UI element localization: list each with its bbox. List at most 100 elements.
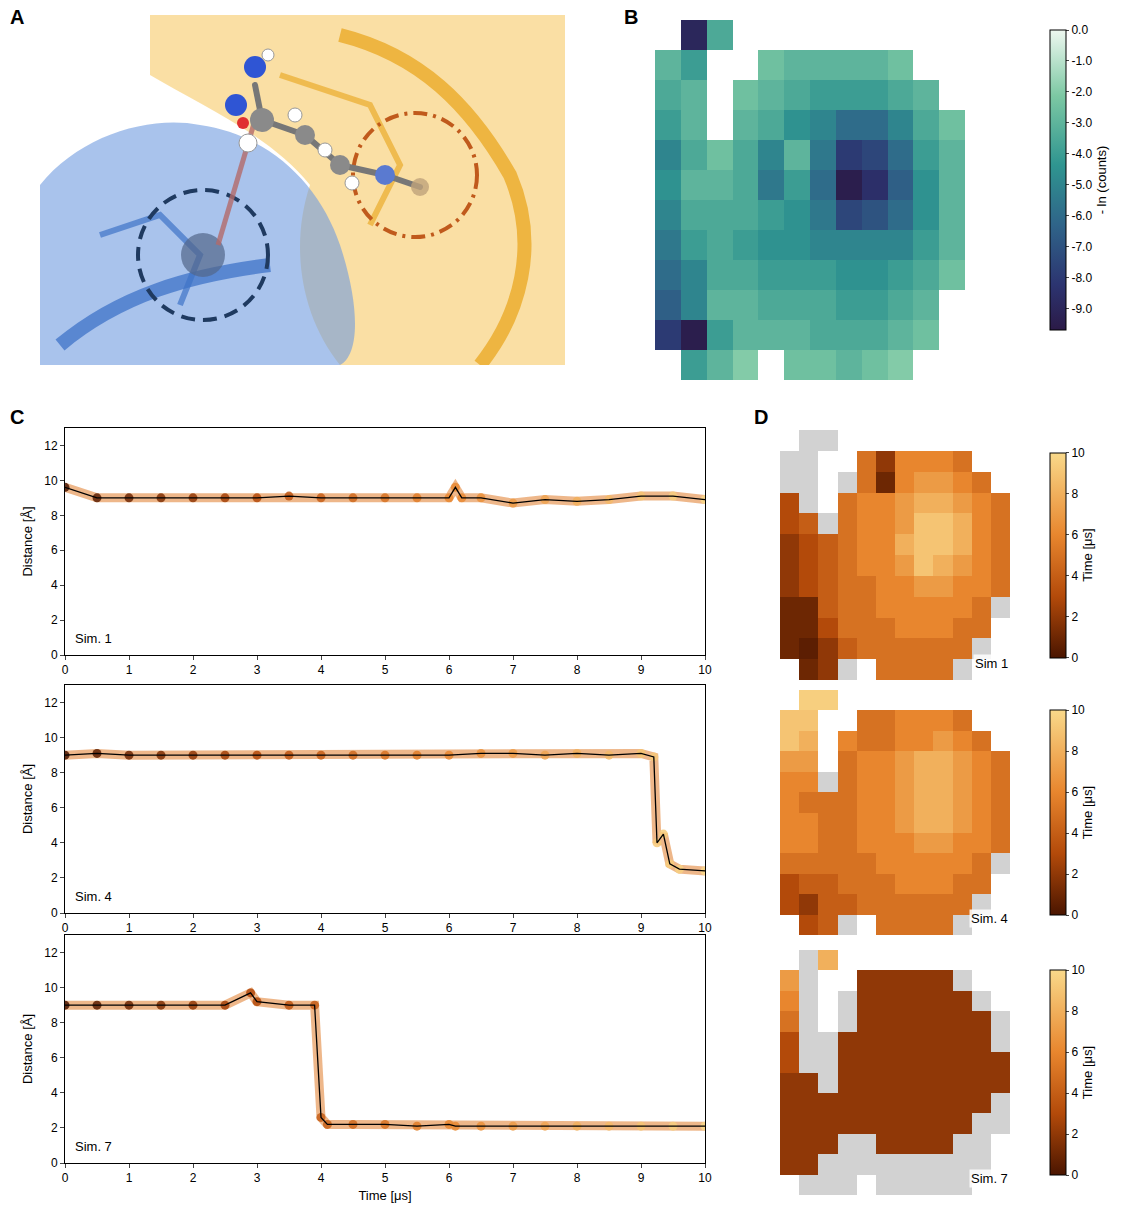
svg-text:D: D — [754, 406, 768, 428]
svg-text:8: 8 — [574, 921, 581, 935]
svg-text:3: 3 — [254, 1171, 261, 1185]
svg-text:-3.0: -3.0 — [1071, 116, 1092, 130]
svg-text:B: B — [624, 6, 638, 28]
svg-text:4: 4 — [51, 1086, 58, 1100]
svg-text:10: 10 — [1071, 963, 1085, 977]
svg-text:8: 8 — [51, 766, 58, 780]
svg-text:4: 4 — [318, 1171, 325, 1185]
svg-text:2: 2 — [1071, 867, 1078, 881]
svg-text:4: 4 — [318, 663, 325, 677]
svg-text:Sim. 7: Sim. 7 — [75, 1139, 112, 1154]
svg-text:Time [μs]: Time [μs] — [1080, 786, 1095, 839]
svg-text:6: 6 — [446, 663, 453, 677]
svg-text:-4.0: -4.0 — [1071, 147, 1092, 161]
svg-text:5: 5 — [382, 663, 389, 677]
svg-text:6: 6 — [446, 1171, 453, 1185]
svg-text:2: 2 — [51, 1121, 58, 1135]
svg-text:Time [μs]: Time [μs] — [1080, 528, 1095, 581]
svg-text:0: 0 — [62, 921, 69, 935]
svg-text:10: 10 — [698, 1171, 712, 1185]
svg-text:3: 3 — [254, 663, 261, 677]
svg-text:Sim. 4: Sim. 4 — [971, 911, 1008, 926]
svg-text:4: 4 — [51, 578, 58, 592]
svg-text:10: 10 — [1071, 446, 1085, 460]
svg-text:1: 1 — [126, 1171, 133, 1185]
svg-text:-7.0: -7.0 — [1071, 240, 1092, 254]
svg-text:6: 6 — [51, 543, 58, 557]
svg-text:Sim. 1: Sim. 1 — [75, 631, 112, 646]
svg-text:2: 2 — [190, 663, 197, 677]
svg-text:8: 8 — [1071, 1004, 1078, 1018]
svg-text:0.0: 0.0 — [1071, 23, 1088, 37]
svg-text:Distance [Å]: Distance [Å] — [20, 1014, 35, 1084]
svg-text:9: 9 — [638, 1171, 645, 1185]
svg-text:10: 10 — [698, 663, 712, 677]
svg-text:0: 0 — [62, 1171, 69, 1185]
svg-text:Sim. 7: Sim. 7 — [971, 1171, 1008, 1186]
svg-text:2: 2 — [1071, 1127, 1078, 1141]
svg-text:Distance [Å]: Distance [Å] — [20, 506, 35, 576]
svg-text:10: 10 — [44, 474, 58, 488]
svg-text:5: 5 — [382, 1171, 389, 1185]
svg-text:-9.0: -9.0 — [1071, 302, 1092, 316]
svg-text:-8.0: -8.0 — [1071, 271, 1092, 285]
svg-text:6: 6 — [51, 1051, 58, 1065]
svg-text:12: 12 — [44, 946, 58, 960]
svg-text:6: 6 — [1071, 785, 1078, 799]
svg-text:5: 5 — [382, 921, 389, 935]
svg-text:10: 10 — [698, 921, 712, 935]
svg-text:0: 0 — [1071, 651, 1078, 665]
svg-text:2: 2 — [190, 921, 197, 935]
svg-text:4: 4 — [1071, 1086, 1078, 1100]
svg-text:3: 3 — [254, 921, 261, 935]
svg-text:-2.0: -2.0 — [1071, 85, 1092, 99]
svg-text:Time [μs]: Time [μs] — [1080, 1046, 1095, 1099]
svg-text:0: 0 — [62, 663, 69, 677]
svg-text:6: 6 — [1071, 1045, 1078, 1059]
svg-text:4: 4 — [51, 836, 58, 850]
svg-text:1: 1 — [126, 921, 133, 935]
svg-text:0: 0 — [1071, 1168, 1078, 1182]
svg-text:8: 8 — [574, 1171, 581, 1185]
svg-text:8: 8 — [574, 663, 581, 677]
svg-text:8: 8 — [51, 1016, 58, 1030]
svg-text:8: 8 — [1071, 487, 1078, 501]
svg-text:4: 4 — [1071, 569, 1078, 583]
svg-text:4: 4 — [1071, 826, 1078, 840]
svg-text:7: 7 — [510, 1171, 517, 1185]
svg-text:2: 2 — [190, 1171, 197, 1185]
svg-text:6: 6 — [1071, 528, 1078, 542]
svg-text:8: 8 — [1071, 744, 1078, 758]
svg-text:Distance [Å]: Distance [Å] — [20, 764, 35, 834]
svg-text:A: A — [10, 6, 24, 28]
svg-text:0: 0 — [51, 1156, 58, 1170]
svg-text:- ln (counts): - ln (counts) — [1094, 146, 1109, 215]
svg-text:10: 10 — [44, 731, 58, 745]
svg-text:2: 2 — [51, 871, 58, 885]
svg-text:10: 10 — [1071, 703, 1085, 717]
svg-text:2: 2 — [1071, 610, 1078, 624]
svg-text:-5.0: -5.0 — [1071, 178, 1092, 192]
svg-text:Time [μs]: Time [μs] — [358, 1188, 411, 1203]
svg-text:9: 9 — [638, 663, 645, 677]
svg-text:-1.0: -1.0 — [1071, 54, 1092, 68]
svg-text:Sim 1: Sim 1 — [975, 656, 1008, 671]
svg-text:6: 6 — [51, 801, 58, 815]
svg-text:2: 2 — [51, 613, 58, 627]
svg-text:1: 1 — [126, 663, 133, 677]
svg-text:12: 12 — [44, 439, 58, 453]
svg-text:-6.0: -6.0 — [1071, 209, 1092, 223]
svg-text:C: C — [10, 406, 24, 428]
svg-text:8: 8 — [51, 509, 58, 523]
svg-text:7: 7 — [510, 921, 517, 935]
svg-text:10: 10 — [44, 981, 58, 995]
svg-text:0: 0 — [51, 906, 58, 920]
svg-text:6: 6 — [446, 921, 453, 935]
svg-text:9: 9 — [638, 921, 645, 935]
svg-text:4: 4 — [318, 921, 325, 935]
svg-text:12: 12 — [44, 696, 58, 710]
svg-text:Sim. 4: Sim. 4 — [75, 889, 112, 904]
svg-text:0: 0 — [1071, 908, 1078, 922]
svg-text:0: 0 — [51, 648, 58, 662]
svg-text:7: 7 — [510, 663, 517, 677]
